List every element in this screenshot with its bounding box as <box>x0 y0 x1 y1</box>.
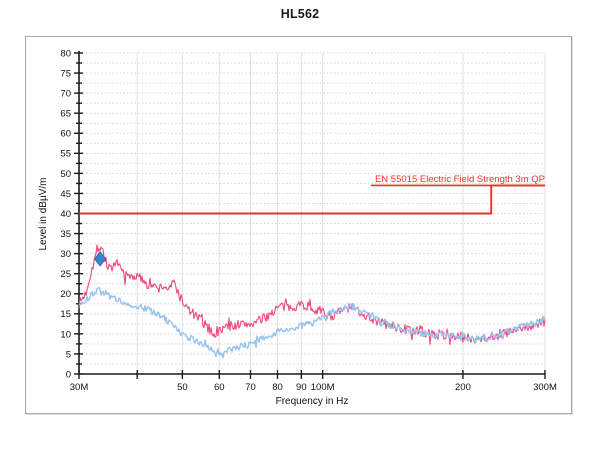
y-tick-label: 15 <box>60 309 71 320</box>
x-tick-label: 100M <box>311 382 335 393</box>
x-tick-label: 90 <box>296 382 307 393</box>
chart-generated-layer: 0 5 10 15 20 25 30 35 40 45 50 55 60 65 70 75 80 30M 50 60 7… <box>60 48 557 393</box>
x-tick-label: 300M <box>533 382 557 393</box>
y-tick-label: 30 <box>60 249 71 260</box>
x-axis-title: Frequency in Hz <box>276 396 349 407</box>
limit-line <box>79 184 545 215</box>
x-tick-label: 30M <box>70 382 89 393</box>
y-tick-label: 65 <box>60 109 71 120</box>
y-tick-label: 55 <box>60 149 71 160</box>
y-tick-label: 45 <box>60 189 71 200</box>
y-tick-label: 20 <box>60 289 71 300</box>
peak-trace <box>78 244 546 346</box>
y-tick-label: 60 <box>60 129 71 140</box>
y-axis-title: Level in dBµV/m <box>38 177 49 250</box>
average-trace <box>78 286 546 359</box>
y-tick-label: 40 <box>60 209 71 220</box>
y-tick-label: 0 <box>66 369 71 380</box>
y-tick-label: 75 <box>60 68 71 79</box>
x-tick-label: 60 <box>214 382 225 393</box>
x-tick-label: 200 <box>455 382 471 393</box>
y-tick-label: 10 <box>60 329 71 340</box>
y-tick-label: 35 <box>60 229 71 240</box>
y-tick-label: 70 <box>60 89 71 100</box>
y-tick-label: 50 <box>60 169 71 180</box>
chart-title: HL562 <box>280 7 320 21</box>
y-tick-label: 25 <box>60 269 71 280</box>
x-tick-label: 80 <box>272 382 283 393</box>
limit-line-label: EN 55015 Electric Field Strength 3m QP <box>375 174 545 185</box>
y-tick-label: 80 <box>60 48 71 59</box>
marker-diamond-icon <box>93 251 107 267</box>
x-tick-label: 50 <box>177 382 188 393</box>
chart-frame <box>25 36 572 414</box>
y-tick-label: 5 <box>66 349 71 360</box>
x-tick-label: 70 <box>245 382 256 393</box>
